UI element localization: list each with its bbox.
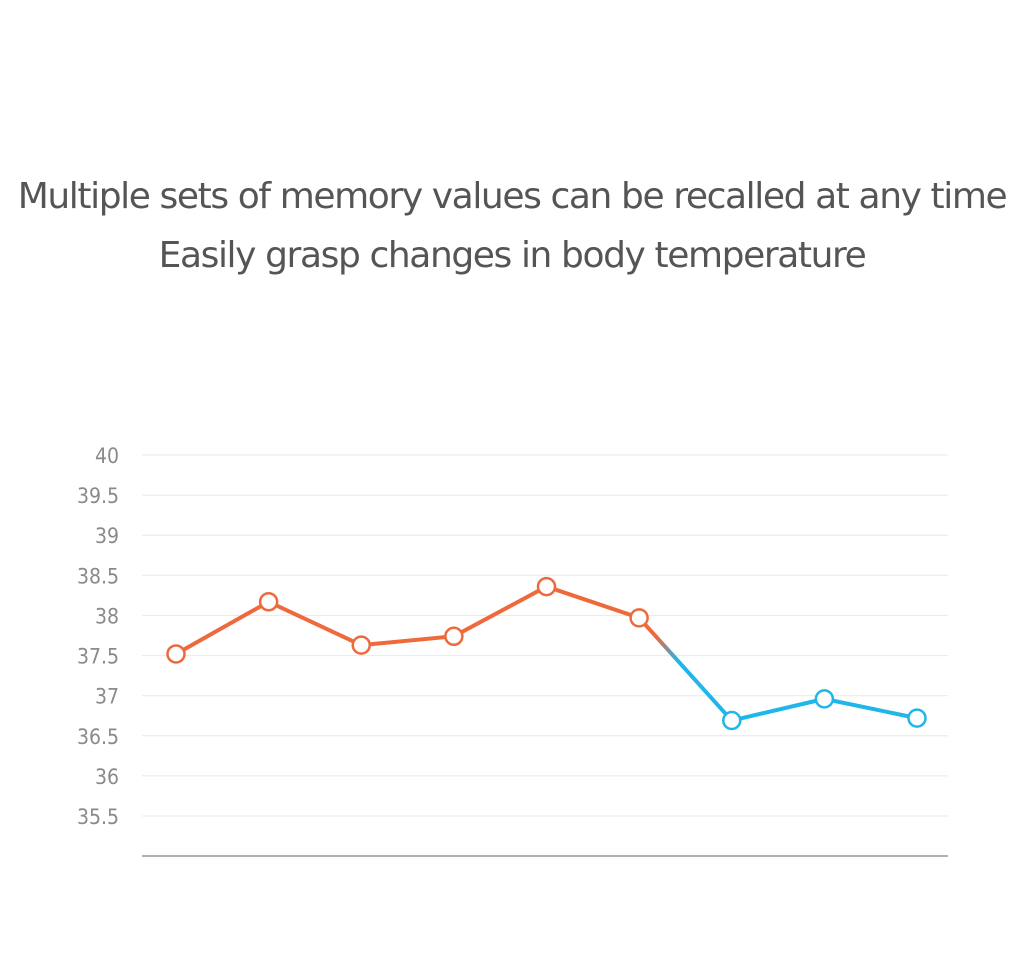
series-segment xyxy=(174,599,271,656)
data-point xyxy=(444,626,464,647)
y-tick-label: 39 xyxy=(95,524,119,548)
data-point xyxy=(536,576,557,597)
series-segment xyxy=(451,584,549,639)
series-segment xyxy=(729,696,827,723)
headline-line-1: Multiple sets of memory values can be re… xyxy=(17,176,1008,217)
temperature-series-line xyxy=(174,584,919,723)
data-point xyxy=(166,644,186,664)
data-point xyxy=(722,710,742,731)
data-point xyxy=(258,592,279,612)
series-segment xyxy=(637,615,734,723)
series-segment xyxy=(544,584,642,620)
series-segment xyxy=(359,634,456,648)
series-segment xyxy=(822,696,919,721)
temperature-data-points xyxy=(166,576,927,731)
data-point xyxy=(907,708,927,728)
y-tick-label: 36.5 xyxy=(77,725,119,749)
data-point xyxy=(629,608,649,628)
data-point xyxy=(814,689,835,709)
y-tick-label: 40 xyxy=(95,444,119,468)
y-tick-label: 38.5 xyxy=(77,564,119,588)
gridlines xyxy=(142,454,948,817)
y-axis-tick-labels: 40 39.5 39 38.5 38 37.5 37 36.5 36 35.5 xyxy=(77,444,119,829)
y-tick-label: 39.5 xyxy=(77,484,119,508)
data-point xyxy=(351,635,371,655)
y-tick-label: 36 xyxy=(95,765,119,789)
y-tick-label: 37.5 xyxy=(77,645,119,669)
series-segment xyxy=(266,599,364,648)
y-tick-label: 37 xyxy=(95,685,119,709)
y-tick-label: 35.5 xyxy=(77,805,119,829)
y-tick-label: 38 xyxy=(95,604,119,628)
headline-line-2: Easily grasp changes in body temperature xyxy=(158,235,867,276)
